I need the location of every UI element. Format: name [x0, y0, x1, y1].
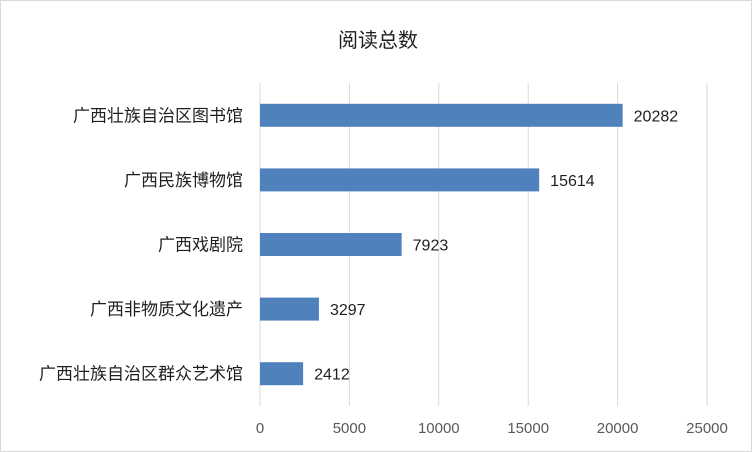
chart-title: 阅读总数	[338, 28, 418, 52]
bars	[260, 103, 623, 386]
data-label: 3297	[330, 302, 366, 319]
category-label: 广西民族博物馆	[124, 171, 243, 191]
x-tick-label: 0	[256, 420, 264, 437]
x-tick-label: 10000	[418, 420, 460, 437]
category-labels: 广西壮族自治区图书馆广西民族博物馆广西戏剧院广西非物质文化遗产广西壮族自治区群众…	[39, 106, 243, 384]
data-label: 15614	[550, 173, 595, 190]
category-label: 广西壮族自治区图书馆	[73, 106, 243, 126]
bar	[260, 103, 623, 127]
data-label: 7923	[413, 238, 449, 255]
category-label: 广西壮族自治区群众艺术馆	[39, 365, 243, 385]
category-label: 广西戏剧院	[158, 236, 243, 256]
x-tick-label: 15000	[507, 420, 549, 437]
bar	[260, 297, 319, 321]
x-tick-label: 5000	[333, 420, 366, 437]
data-label: 20282	[634, 108, 679, 125]
data-label: 2412	[314, 367, 350, 384]
gridlines	[259, 83, 708, 406]
bar	[260, 233, 402, 256]
bar	[260, 362, 304, 386]
x-tick-label: 25000	[686, 420, 728, 437]
x-tick-label: 20000	[597, 420, 639, 437]
category-label: 广西非物质文化遗产	[90, 300, 243, 320]
data-labels: 20282 15614 7923 3297 2412	[314, 108, 678, 383]
bar	[260, 168, 540, 192]
x-axis-ticks: 0 5000 10000 15000 20000 25000	[256, 420, 728, 437]
